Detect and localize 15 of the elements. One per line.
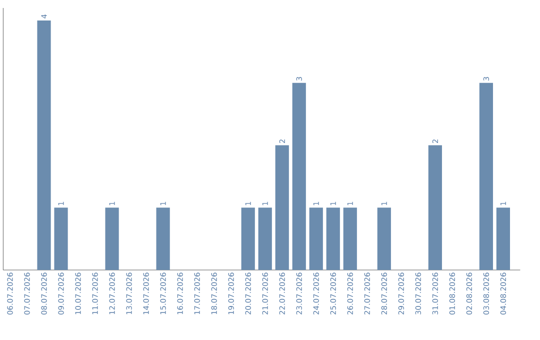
bar [241, 208, 255, 270]
bar [292, 82, 306, 270]
bar [258, 208, 272, 270]
bar [377, 208, 391, 270]
bar [428, 145, 442, 270]
bar [105, 208, 119, 270]
bar [309, 208, 323, 270]
bar [496, 208, 510, 270]
bar [54, 208, 68, 270]
bar [37, 20, 51, 270]
bar [156, 208, 170, 270]
bar [275, 145, 289, 270]
bar [479, 82, 493, 270]
bar [343, 208, 357, 270]
bar [326, 208, 340, 270]
